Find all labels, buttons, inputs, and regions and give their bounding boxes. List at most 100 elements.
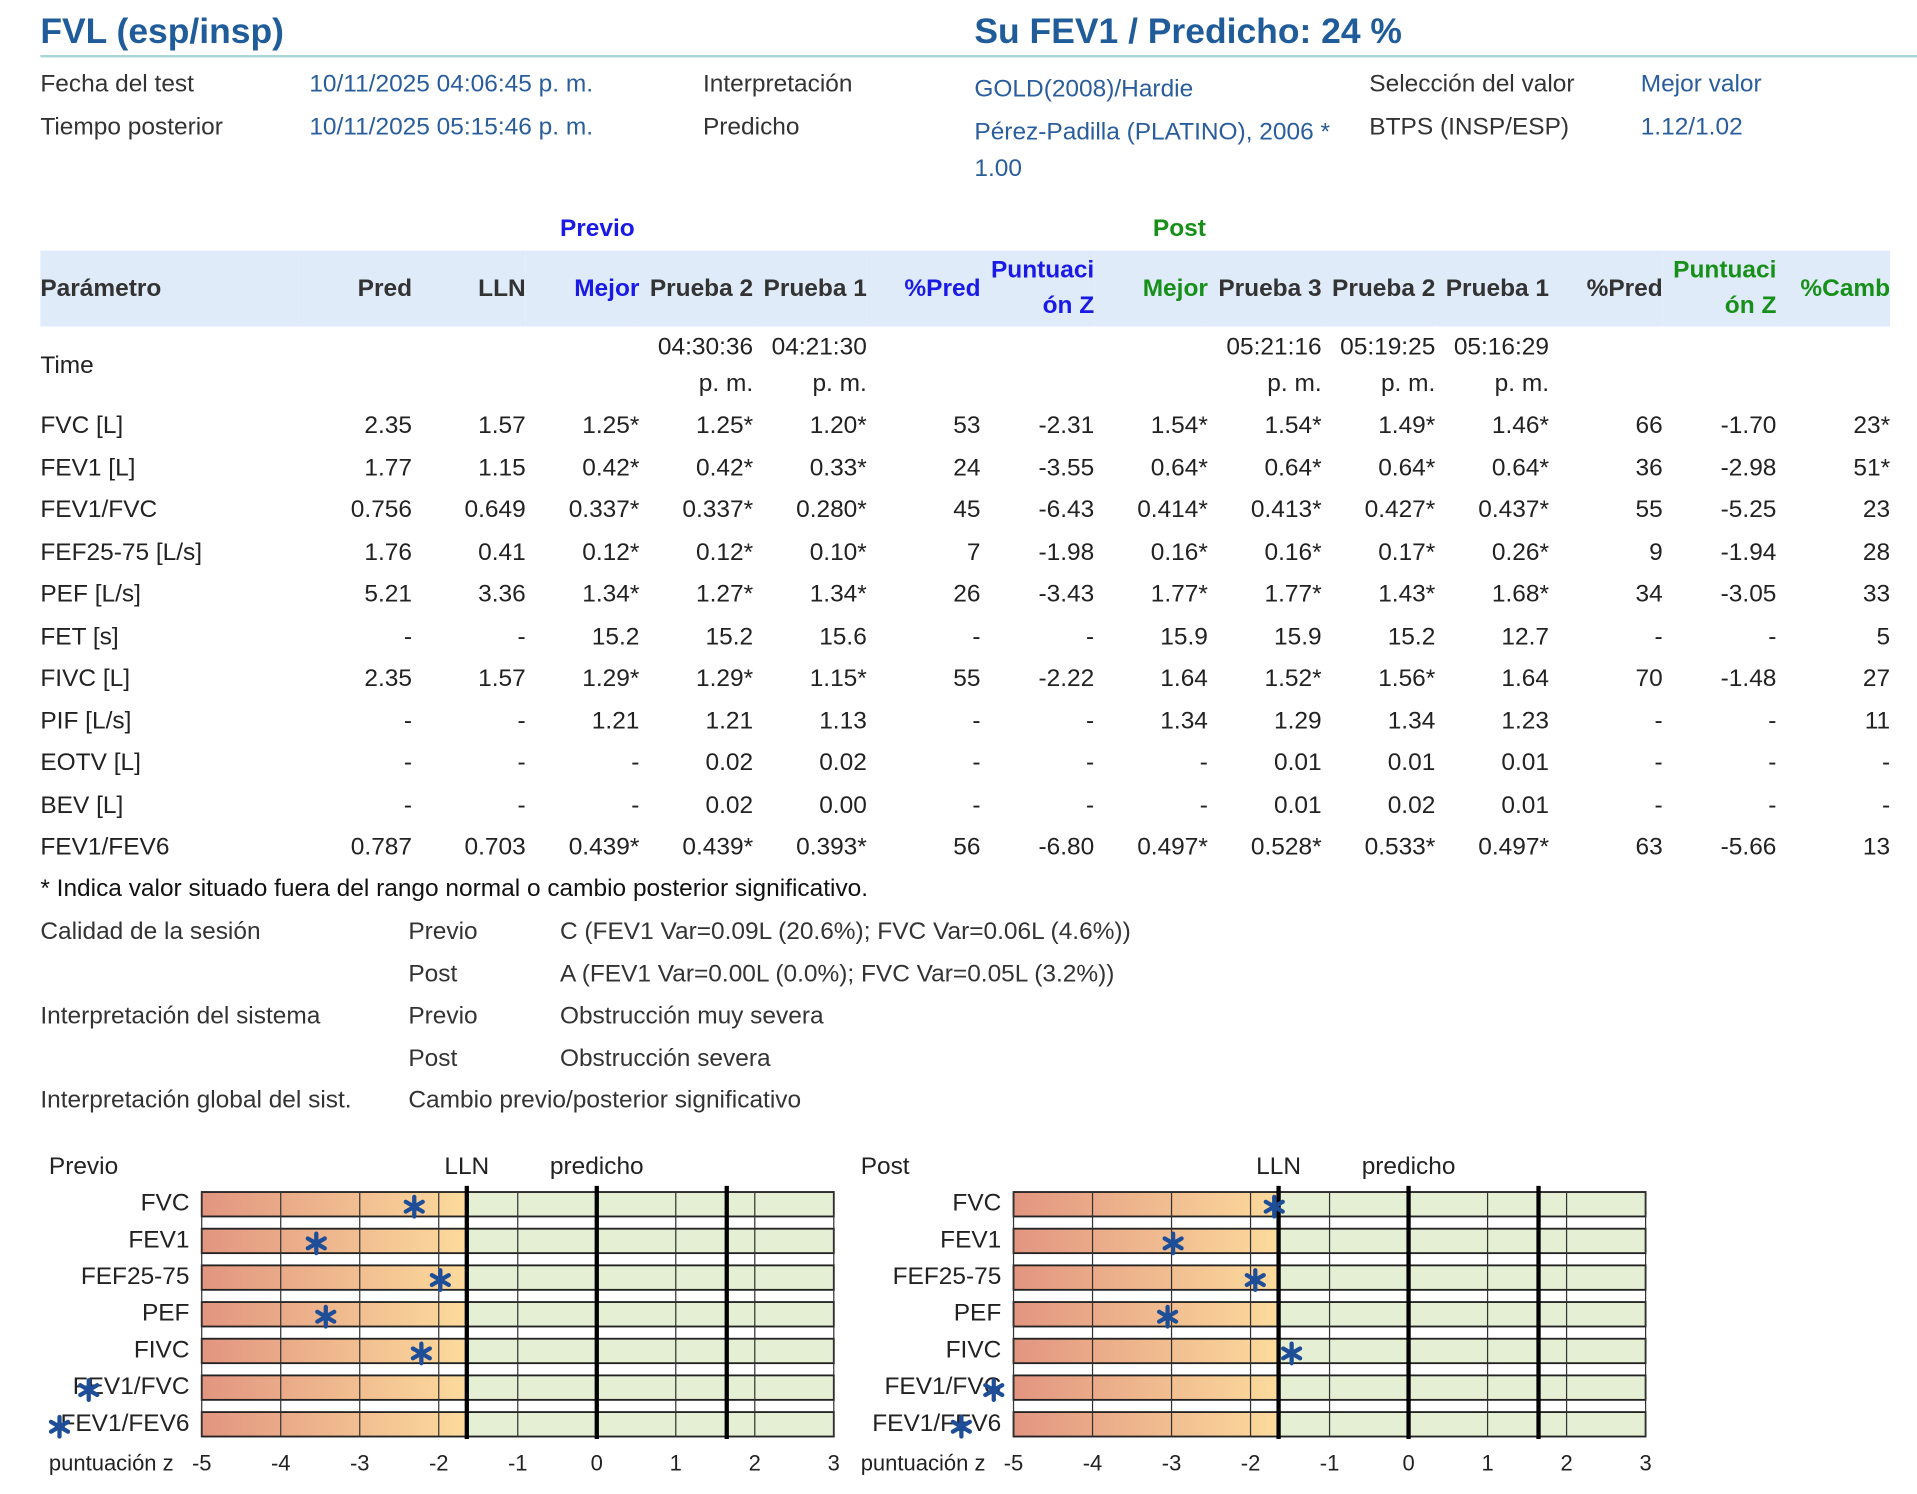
title-rule	[40, 55, 1917, 58]
zscore-marker	[1162, 1231, 1184, 1256]
zscore-marker	[1281, 1341, 1303, 1366]
cell: 0.02	[705, 749, 754, 777]
cell: 1.29*	[695, 665, 754, 693]
info-value: 10/11/2025 05:15:46 p. m.	[309, 113, 593, 140]
session-text: Obstrucción muy severa	[559, 1002, 824, 1030]
cell: 1.27*	[695, 581, 754, 608]
cell: -2.98	[1720, 454, 1777, 482]
bar-normal	[466, 1302, 834, 1327]
category-label: FEV1/FEV6	[872, 1410, 1001, 1437]
cell: 1.21	[591, 707, 640, 735]
cell: 1.54*	[1150, 412, 1208, 440]
cell: 1.56*	[1378, 665, 1436, 693]
lln-label: LLN	[1256, 1153, 1301, 1180]
cell: 23	[1862, 496, 1891, 524]
cell: 15.6	[819, 623, 867, 651]
session-text: Cambio previo/posterior significativo	[408, 1087, 802, 1115]
cell: 1.34*	[582, 581, 640, 608]
cell: 36	[1635, 454, 1663, 482]
category-label: FIVC	[134, 1336, 190, 1363]
cell: 1.77*	[1150, 581, 1208, 608]
column-header: LLN	[478, 274, 526, 302]
cell: 1.52*	[1264, 665, 1322, 693]
bar-low	[1013, 1302, 1279, 1327]
cell: 0.533*	[1364, 834, 1436, 862]
cell: 1.57	[478, 412, 526, 440]
column-header: %Pred	[1586, 274, 1663, 302]
cell: 7	[966, 538, 981, 566]
lln-label: LLN	[444, 1153, 489, 1180]
category-label: FVC	[141, 1190, 190, 1217]
parameter: FEV1/FVC	[40, 496, 158, 524]
column-header: Puntuación Z	[1673, 256, 1777, 320]
cell: -	[1768, 623, 1777, 651]
table-row: PIF [L/s] - - 1.21 1.21 1.13 - - 1.34 1.29 1.34 1.2…	[40, 700, 1890, 742]
x-tick-label: -2	[1241, 1450, 1261, 1475]
parameter: FIVC [L]	[40, 665, 131, 693]
zscore-marker	[305, 1231, 327, 1256]
session-text: Calidad de la sesión	[40, 918, 261, 946]
parameter: PEF [L/s]	[40, 581, 141, 608]
cell: 0.787	[350, 834, 413, 862]
category-label: FEF25-75	[81, 1263, 190, 1290]
x-tick-label: -5	[192, 1450, 212, 1475]
category-label: PEF	[954, 1300, 1002, 1327]
cell: -	[1768, 791, 1777, 819]
cell: 0.02	[705, 791, 754, 819]
zscore-marker	[403, 1194, 425, 1219]
zscore-marker	[315, 1304, 337, 1329]
cell: 1.57	[478, 665, 526, 693]
column-header: Mejor	[574, 274, 640, 302]
cell: -	[1199, 749, 1208, 777]
parameter: PIF [L/s]	[40, 707, 132, 735]
x-tick-label: -2	[429, 1450, 449, 1475]
cell: 1.54*	[1264, 412, 1322, 440]
cell: 45	[953, 496, 981, 524]
bar-normal	[466, 1228, 834, 1254]
cell: 53	[953, 412, 981, 440]
x-tick-label: -1	[1320, 1450, 1340, 1475]
table-row: BEV [L] - - - 0.02 0.00 - - - 0.01 0.02 0.01 - - -	[40, 784, 1890, 826]
cell: -	[1881, 791, 1891, 819]
cell: 0.337*	[568, 496, 640, 524]
cell: -	[972, 623, 981, 651]
cell: -	[1086, 707, 1095, 735]
cell: -	[972, 749, 981, 777]
cell: 1.15*	[809, 665, 867, 693]
bar-normal	[1278, 1338, 1646, 1364]
cell: 23*	[1853, 412, 1891, 440]
cell: 0.42*	[582, 454, 640, 482]
cell: 0.437*	[1478, 496, 1550, 524]
cell: 0.439*	[568, 834, 640, 862]
x-axis-label: puntuación z	[861, 1450, 986, 1475]
zscore-marker	[429, 1268, 451, 1292]
category-label: FVC	[952, 1190, 1001, 1217]
column-header: Prueba 1	[1445, 274, 1550, 302]
cell: 2.35	[364, 665, 413, 693]
cell: -6.43	[1038, 496, 1095, 524]
cell: -5.66	[1720, 834, 1777, 862]
cell: -	[1086, 623, 1095, 651]
cell: 1.21	[705, 707, 754, 735]
cell: 0.01	[1501, 791, 1550, 819]
cell: 15.2	[591, 623, 640, 651]
cell: -	[517, 749, 526, 777]
info-label: Fecha del test	[40, 70, 194, 98]
cell: 0.02	[1387, 791, 1436, 819]
cell: 0.393*	[796, 834, 867, 862]
cell: -3.05	[1720, 581, 1777, 608]
cell: 05:19:25 p. m.	[1340, 333, 1436, 398]
session-text: Previo	[408, 1002, 478, 1030]
cell: 0.756	[350, 496, 413, 524]
cell: 9	[1649, 538, 1663, 566]
category-label: PEF	[142, 1300, 190, 1327]
cell: 1.64	[1501, 665, 1550, 693]
cell: -	[1086, 749, 1095, 777]
x-tick-label: -4	[1083, 1450, 1103, 1475]
cell: 0.01	[1387, 749, 1436, 777]
column-header: Prueba 2	[1332, 274, 1436, 302]
table-row: FEV1/FEV6 0.787 0.703 0.439* 0.439* 0.393* 56 -…	[40, 826, 1890, 868]
cell: -6.80	[1038, 834, 1095, 862]
cell: 0.528*	[1250, 834, 1322, 862]
